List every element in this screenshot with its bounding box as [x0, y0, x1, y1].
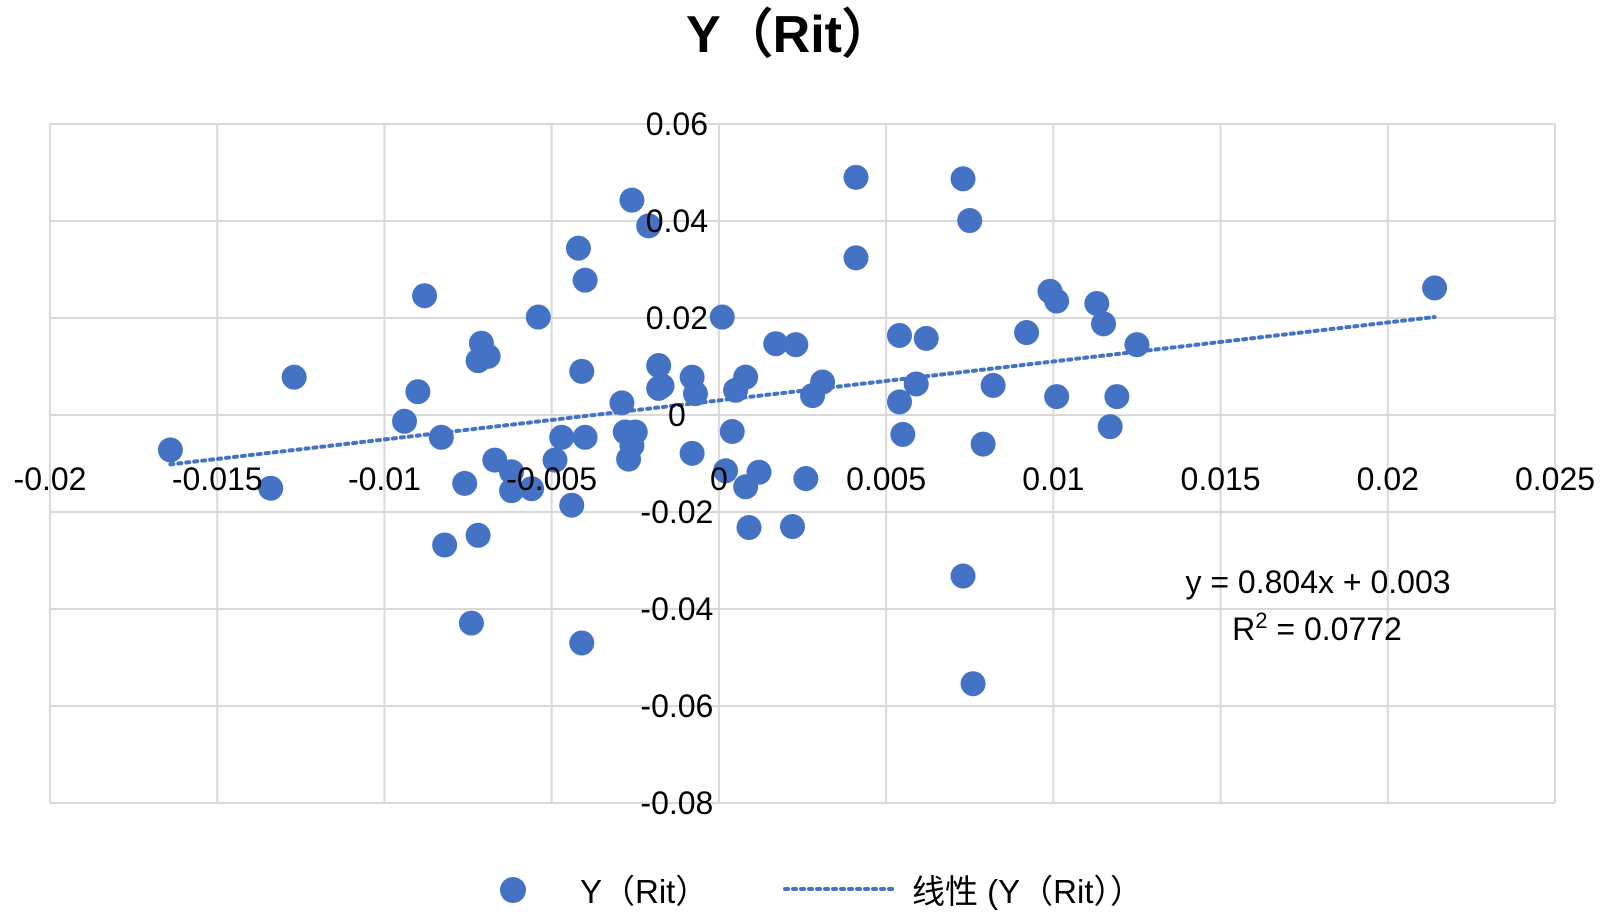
- data-point: [713, 458, 739, 484]
- data-point: [157, 437, 183, 463]
- data-point: [569, 358, 595, 384]
- data-point: [569, 630, 595, 656]
- data-point: [886, 322, 912, 348]
- legend-label-trendline: 线性 (Y（Rit））: [912, 873, 1143, 910]
- data-point: [1044, 384, 1070, 410]
- x-tick-label: -0.02: [14, 461, 87, 497]
- data-point: [405, 379, 431, 405]
- data-point: [572, 267, 598, 293]
- data-point: [636, 213, 662, 239]
- x-tick-label: -0.01: [348, 461, 421, 497]
- data-point: [475, 343, 501, 369]
- data-point: [843, 164, 869, 190]
- data-points: [157, 164, 1448, 697]
- data-point: [565, 235, 591, 261]
- x-axis-ticks: -0.02 -0.015 -0.01 -0.005 0 0.005 0.01 0.015 0.0…: [14, 461, 1596, 497]
- x-tick-label: 0: [710, 461, 728, 497]
- data-point: [1422, 275, 1448, 301]
- data-point: [458, 610, 484, 636]
- data-point: [559, 492, 585, 518]
- y-tick-label: 0.04: [646, 203, 708, 239]
- data-point: [452, 470, 478, 496]
- data-point: [746, 459, 772, 485]
- data-point: [843, 245, 869, 271]
- x-tick-label: -0.015: [172, 461, 263, 497]
- data-point: [572, 424, 598, 450]
- data-point: [499, 478, 525, 504]
- data-point: [950, 563, 976, 589]
- y-tick-label: 0.06: [646, 106, 708, 142]
- data-point: [619, 187, 645, 213]
- legend-marker-scatter: [500, 877, 526, 903]
- r-squared-label: R2 = 0.0772: [1232, 608, 1402, 647]
- y-tick-label: -0.02: [640, 494, 713, 530]
- data-point: [886, 389, 912, 415]
- chart-title: Y（Rit）: [686, 6, 894, 64]
- data-point: [709, 304, 735, 330]
- data-point: [542, 447, 568, 473]
- x-tick-label: -0.005: [506, 461, 597, 497]
- data-point: [549, 424, 575, 450]
- y-tick-label: -0.08: [640, 785, 713, 821]
- data-point: [679, 440, 705, 466]
- data-point: [1124, 332, 1150, 358]
- y-tick-label: -0.04: [640, 591, 713, 627]
- data-point: [960, 671, 986, 697]
- data-point: [783, 332, 809, 358]
- data-point: [903, 371, 929, 397]
- x-tick-label: 0.01: [1022, 461, 1084, 497]
- r-squared-prefix: R: [1232, 611, 1255, 647]
- y-tick-label: 0: [668, 397, 686, 433]
- data-point: [609, 390, 635, 416]
- data-point: [1097, 414, 1123, 440]
- x-tick-label: 0.025: [1515, 461, 1595, 497]
- data-point: [1091, 311, 1116, 337]
- data-point: [258, 475, 284, 501]
- data-point: [525, 304, 551, 330]
- r-squared-superscript: 2: [1255, 608, 1267, 633]
- data-point: [779, 514, 805, 540]
- legend-label-scatter: Y（Rit）: [580, 873, 708, 910]
- data-point: [646, 353, 672, 379]
- data-point: [733, 364, 759, 390]
- x-tick-label: 0.02: [1357, 461, 1419, 497]
- data-point: [412, 283, 438, 309]
- data-point: [810, 369, 836, 395]
- data-point: [950, 166, 976, 192]
- data-point: [1104, 384, 1130, 410]
- x-tick-label: 0.015: [1181, 461, 1261, 497]
- gridlines: [49, 123, 1556, 804]
- data-point: [957, 208, 983, 234]
- y-axis-ticks: -0.08 -0.06 -0.04 -0.02 0 0.02 0.04 0.06: [640, 106, 713, 821]
- data-point: [392, 408, 418, 434]
- data-point: [763, 331, 789, 357]
- data-point: [428, 424, 454, 450]
- y-tick-label: -0.06: [640, 688, 713, 724]
- data-point: [432, 532, 458, 558]
- trendline-equation: y = 0.804x + 0.003: [1185, 564, 1450, 600]
- data-point: [622, 419, 648, 445]
- data-point: [1014, 320, 1040, 346]
- data-point: [719, 418, 745, 444]
- data-point: [465, 522, 491, 548]
- data-point: [519, 476, 545, 502]
- data-point: [281, 364, 307, 390]
- data-point: [1084, 290, 1110, 316]
- x-tick-label: 0.005: [846, 461, 926, 497]
- data-point: [1044, 288, 1070, 314]
- legend: Y（Rit） 线性 (Y（Rit））: [500, 873, 1143, 910]
- y-tick-label: 0.02: [646, 300, 708, 336]
- data-point: [913, 325, 939, 351]
- data-point: [736, 515, 762, 541]
- data-point: [649, 373, 675, 399]
- data-point: [970, 431, 996, 457]
- data-point: [682, 381, 708, 407]
- data-point: [980, 372, 1006, 398]
- data-point: [499, 459, 525, 485]
- data-point: [890, 421, 916, 447]
- r-squared-value: = 0.0772: [1268, 611, 1402, 647]
- data-point: [793, 466, 819, 492]
